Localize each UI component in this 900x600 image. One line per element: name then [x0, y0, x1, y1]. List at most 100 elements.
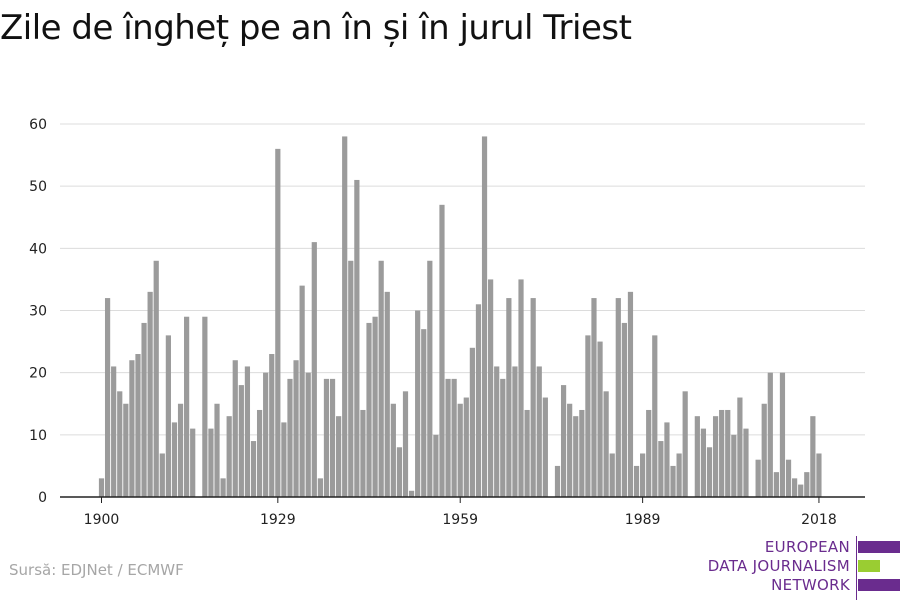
bar-1956	[439, 204, 445, 497]
bar-2001	[712, 416, 719, 497]
bar-1994	[670, 465, 676, 497]
bar-1909	[153, 260, 159, 497]
bar-1957	[445, 378, 451, 497]
source-note: Sursă: EDJNet / ECMWF	[9, 561, 184, 579]
y-tick-label: 10	[29, 428, 47, 444]
bar-1950	[402, 391, 409, 497]
bar-1971	[530, 298, 536, 497]
bar-1912	[171, 422, 178, 497]
bar-1917	[202, 316, 208, 497]
bar-2018	[816, 453, 822, 497]
x-axis	[60, 496, 865, 503]
bar-1991	[652, 335, 658, 497]
bar-1952	[415, 310, 421, 497]
bar-1964	[488, 279, 494, 497]
bar-1977	[567, 403, 573, 497]
logo-text: EUROPEAN DATA JOURNALISM NETWORK	[708, 538, 850, 595]
x-axis-labels: 1900 1929 1959 1989 2018	[84, 512, 837, 528]
bar-1988	[633, 465, 640, 497]
bar-1943	[360, 409, 366, 497]
bar-series	[98, 136, 822, 497]
logo-bar-purple-top	[858, 541, 900, 553]
bar-1935	[311, 242, 317, 497]
bar-1906	[135, 354, 141, 497]
bar-1982	[597, 341, 603, 497]
bar-1960	[463, 397, 469, 497]
bar-1924	[244, 366, 251, 497]
bar-1961	[469, 347, 475, 497]
bar-1942	[354, 179, 360, 497]
bar-1948	[390, 403, 396, 497]
bar-2005	[737, 397, 743, 497]
bar-2008	[755, 459, 761, 497]
y-tick-label: 20	[29, 366, 47, 382]
y-tick-label: 60	[29, 117, 47, 133]
bar-2006	[743, 428, 749, 497]
bar-1910	[159, 453, 165, 497]
bar-1966	[500, 378, 506, 497]
bar-1998	[694, 416, 700, 497]
bar-1902	[111, 366, 117, 497]
bar-1985	[615, 298, 621, 497]
bar-2004	[731, 434, 737, 497]
bar-1958	[451, 378, 457, 497]
bar-1904	[123, 403, 129, 497]
bar-1967	[506, 298, 512, 497]
bar-1946	[378, 260, 384, 497]
bar-1931	[287, 378, 293, 497]
bar-1901	[104, 298, 111, 497]
bar-1989	[640, 453, 646, 497]
bar-1907	[141, 322, 147, 497]
bar-1930	[281, 422, 287, 497]
bar-1987	[627, 291, 634, 497]
x-tick-label: 1900	[84, 512, 120, 528]
bar-1962	[475, 304, 482, 497]
bar-2012	[779, 372, 786, 497]
bar-1915	[190, 428, 196, 497]
bar-1928	[269, 354, 275, 497]
x-tick-label: 1989	[625, 512, 661, 528]
y-tick-label: 30	[29, 304, 47, 320]
bar-1911	[165, 335, 171, 497]
bar-1934	[305, 372, 311, 497]
bar-1972	[536, 366, 542, 497]
bar-1903	[117, 391, 123, 497]
bar-1920	[220, 478, 226, 497]
bar-1959	[457, 403, 463, 497]
bar-1993	[664, 422, 670, 497]
bar-1990	[646, 409, 652, 497]
bar-2010	[767, 372, 773, 497]
bar-1979	[579, 409, 585, 497]
bar-1922	[232, 360, 238, 497]
bar-1925	[250, 441, 257, 497]
bar-1992	[658, 441, 664, 497]
bar-1968	[512, 366, 518, 497]
bar-1940	[342, 136, 348, 497]
bar-1936	[317, 478, 323, 497]
bar-1999	[700, 428, 707, 497]
bar-1944	[366, 322, 372, 497]
bar-1955	[433, 434, 439, 497]
logo-line-3: NETWORK	[771, 576, 850, 594]
bar-2015	[798, 484, 804, 497]
bar-1919	[214, 403, 220, 497]
bar-1945	[372, 316, 378, 497]
bar-1913	[177, 403, 184, 497]
bar-2013	[785, 459, 792, 497]
bar-1986	[621, 322, 627, 497]
bar-1965	[494, 366, 500, 497]
y-axis-labels: 0 10 20 30 40 50 60	[29, 117, 47, 506]
frost-days-bar-chart: 0 10 20 30 40 50 60 1900 1929 1959 1989 2018	[29, 117, 865, 528]
bar-1941	[348, 260, 354, 497]
gridlines	[60, 123, 865, 436]
bar-1996	[682, 391, 688, 497]
bar-1938	[329, 378, 336, 497]
bar-1937	[323, 378, 330, 497]
bar-1926	[256, 409, 263, 497]
logo-bar-purple-bottom	[858, 579, 900, 591]
bar-1908	[147, 291, 153, 497]
bar-1981	[591, 298, 597, 497]
bar-2016	[804, 472, 810, 497]
bar-1951	[408, 490, 415, 497]
logo-divider	[856, 536, 857, 600]
